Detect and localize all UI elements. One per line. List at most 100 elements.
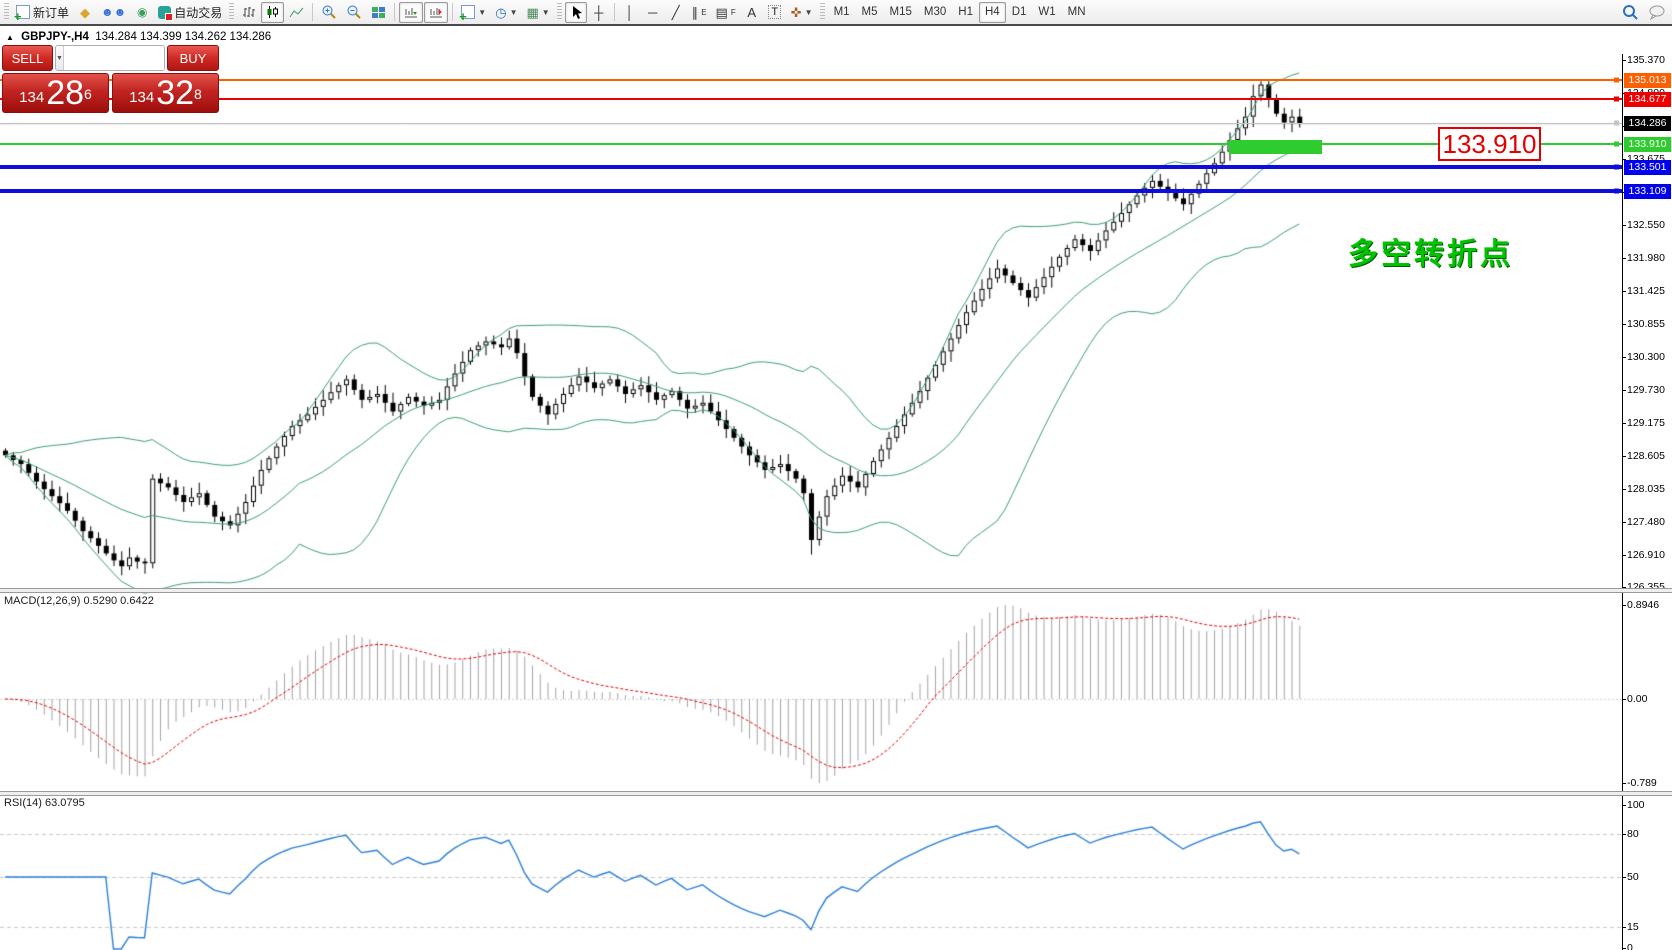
volume-input[interactable] — [63, 46, 164, 70]
price-tick-mark — [1622, 489, 1626, 490]
new-order-button[interactable]: 新订单 — [12, 2, 73, 23]
timeframe-button-m30[interactable]: M30 — [923, 6, 947, 18]
vertical-line-button[interactable]: │ — [619, 2, 641, 23]
chat-button[interactable] — [1644, 2, 1670, 23]
timeframe-button-h4[interactable]: H4 — [978, 1, 1006, 23]
periods-menu-button[interactable]: ◷ ▼ — [495, 4, 518, 20]
buy-button[interactable]: BUY — [167, 45, 219, 71]
price-tick-mark — [1622, 291, 1626, 292]
candlestick-chart-button[interactable] — [261, 1, 285, 23]
line-chart-button[interactable] — [285, 2, 308, 23]
horizontal-line-icon: ─ — [648, 4, 658, 20]
level-line-135.013[interactable] — [0, 79, 1622, 81]
level-line-133.109[interactable] — [0, 189, 1622, 193]
toolbar-separator — [394, 3, 396, 21]
text-icon: A — [747, 4, 757, 20]
buy-price-tile[interactable]: 134 32 8 — [112, 73, 219, 113]
toolbar-separator — [613, 3, 615, 21]
auto-scroll-icon — [405, 7, 418, 17]
zoom-in-button[interactable] — [317, 2, 341, 23]
fibonacci-icon: ▤ — [715, 4, 728, 20]
level-line-133.910[interactable] — [0, 143, 1622, 145]
timeframe-button-m15[interactable]: M15 — [889, 6, 912, 18]
toolbar-grip[interactable] — [4, 3, 9, 21]
order-menu-icon — [459, 5, 476, 23]
buy-price-big: 32 — [156, 74, 195, 112]
rsi-label: RSI(14) 63.0795 — [4, 797, 85, 809]
pane-separator-rsi[interactable] — [0, 791, 1672, 796]
clock-icon: ◷ — [495, 4, 507, 20]
timeframe-button-d1[interactable]: D1 — [1011, 6, 1027, 18]
rsi-tick-label: 50 — [1627, 871, 1639, 883]
text-button[interactable]: A — [741, 2, 763, 23]
price-level-label-135.013: 135.013 — [1624, 72, 1671, 88]
sell-price-tile[interactable]: 134 28 6 — [2, 73, 109, 113]
price-level-label-133.910: 133.910 — [1624, 136, 1671, 152]
price-tick-mark — [1622, 60, 1626, 61]
timeframe-group: M1 M5 M15 M30 H1 H4 D1 W1 MN — [828, 1, 1092, 23]
horizontal-line-button[interactable]: ─ — [642, 2, 664, 23]
timeframe-button-h1[interactable]: H1 — [958, 6, 973, 18]
price-tick-label: 131.980 — [1627, 252, 1665, 264]
bar-chart-button[interactable] — [237, 2, 260, 23]
accounts-button[interactable]: ☻☻ — [97, 2, 130, 23]
level-line-134.286[interactable] — [0, 122, 1622, 124]
templates-menu-button[interactable]: ▦ ▼ — [526, 4, 550, 20]
toolbar-grip[interactable] — [229, 3, 235, 21]
timeframe-button-m1[interactable]: M1 — [833, 6, 850, 18]
timeframe-button-mn[interactable]: MN — [1067, 6, 1086, 18]
macd-tick-mark — [1622, 605, 1626, 606]
auto-scroll-button[interactable] — [399, 1, 424, 23]
price-tick-mark — [1622, 225, 1626, 226]
rsi-tick-label: 15 — [1627, 921, 1639, 933]
turning-point-annotation[interactable]: 多空转折点 — [1348, 238, 1513, 271]
macd-tick-label: -0.789 — [1627, 777, 1657, 789]
tile-windows-icon — [372, 6, 386, 18]
price-tick-label: 128.035 — [1627, 483, 1665, 495]
equidistant-channel-button[interactable]: ∥ E — [688, 2, 711, 23]
price-annotation-box[interactable]: 133.910 — [1438, 127, 1541, 161]
volume-decrease-button[interactable]: ▼ — [56, 46, 64, 70]
search-button[interactable] — [1618, 2, 1643, 23]
sell-price-sup: 6 — [84, 86, 92, 103]
buy-price-sup: 8 — [194, 86, 202, 103]
level-line-133.501[interactable] — [0, 165, 1622, 169]
price-tick-mark — [1622, 357, 1626, 358]
toolbar-grip[interactable] — [556, 3, 562, 21]
auto-trading-button[interactable]: 自动交易 — [154, 2, 226, 23]
pane-separator-macd[interactable] — [0, 588, 1672, 593]
zoom-out-button[interactable] — [342, 2, 366, 23]
price-level-label-134.677: 134.677 — [1624, 91, 1671, 107]
chat-icon — [1649, 5, 1665, 20]
chart-canvas[interactable] — [0, 27, 1672, 950]
price-tick-mark — [1622, 324, 1626, 325]
cursor-button[interactable] — [564, 1, 587, 23]
vertical-line-icon: │ — [625, 4, 634, 20]
macd-tick-mark — [1622, 783, 1626, 784]
channel-icon: ∥ — [691, 4, 699, 20]
rsi-tick-mark — [1622, 805, 1626, 806]
chart-shift-button[interactable] — [424, 1, 449, 23]
collapse-triangle-icon[interactable]: ▲ — [6, 33, 14, 42]
macd-tick-label: 0.8946 — [1627, 599, 1660, 611]
market-watch-button[interactable]: ◆ — [74, 2, 96, 23]
trendline-button[interactable]: ╱ — [665, 2, 687, 23]
fibonacci-button[interactable]: ▤ F — [712, 2, 740, 23]
toolbar-grip[interactable] — [819, 3, 825, 21]
support-highlight-rect[interactable] — [1229, 140, 1322, 154]
tile-windows-button[interactable] — [367, 2, 390, 23]
timeframe-button-w1[interactable]: W1 — [1038, 6, 1056, 18]
text-label-button[interactable]: T — [764, 2, 786, 23]
trendline-icon: ╱ — [671, 4, 680, 20]
signals-button[interactable]: ◉ — [131, 2, 153, 23]
price-tick-label: 129.730 — [1627, 384, 1665, 396]
crosshair-button[interactable]: ┼ — [588, 2, 610, 23]
zoom-in-icon — [322, 5, 337, 19]
macd-label: MACD(12,26,9) 0.5290 0.6422 — [4, 595, 154, 607]
symbol-title: GBPJPY-,H4 — [21, 31, 89, 43]
sell-button[interactable]: SELL — [2, 45, 53, 71]
new-order-menu-button[interactable]: ▼ — [457, 2, 490, 23]
arrows-menu-button[interactable]: ✜ ▼ — [790, 4, 813, 20]
timeframe-button-m5[interactable]: M5 — [861, 6, 878, 18]
level-line-134.677[interactable] — [0, 98, 1622, 100]
